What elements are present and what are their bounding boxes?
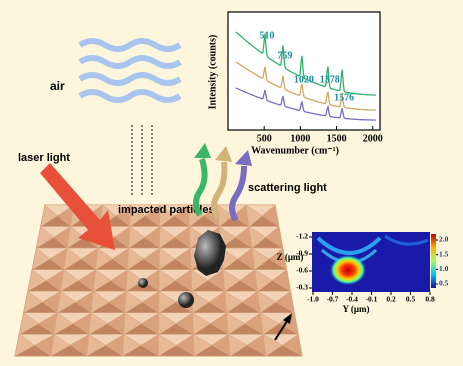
y-tick-label: -0.6: [296, 266, 308, 275]
colorbar-label: 2.0: [439, 235, 449, 244]
scattering-label: scattering light: [248, 182, 327, 194]
spectrum-x-label: Wavenumber (cm⁻¹): [251, 145, 339, 156]
peak-label: 1576: [334, 92, 354, 103]
x-tick-label: 0.2: [386, 295, 396, 304]
x-tick-label: 2000: [363, 133, 383, 144]
y-tick-label: -1.2: [296, 232, 308, 241]
colorbar-label: 1.5: [439, 249, 449, 258]
medium-particle: [178, 292, 194, 308]
peak-label: 1020: [294, 74, 314, 85]
x-tick-label: 500: [257, 133, 272, 144]
x-tick-label: -0.4: [346, 295, 358, 304]
x-tick-label: 1500: [327, 133, 347, 144]
x-tick-label: 1000: [290, 133, 310, 144]
spectrum-y-label: Intensity (counts): [207, 35, 218, 110]
y-tick-label: -0.3: [296, 283, 308, 292]
air-label: air: [50, 79, 65, 93]
x-tick-label: 0.5: [406, 295, 416, 304]
small-particle: [138, 278, 148, 288]
peak-label: 759: [277, 50, 292, 61]
laser-label: laser light: [18, 152, 70, 164]
colorbar-label: 1.0: [439, 264, 449, 273]
field-y-label: Y (μm): [342, 304, 369, 314]
x-tick-label: -1.0: [307, 295, 319, 304]
peak-label: 1378: [320, 74, 340, 85]
graphical-abstract: air laser light impacted particles scatt…: [0, 0, 463, 366]
x-tick-label: -0.1: [366, 295, 378, 304]
substrate-grid: [15, 205, 302, 356]
peak-label: 510: [259, 30, 274, 41]
colorbar-label: 0.5: [439, 279, 449, 288]
field-z-label: Z (μm): [277, 252, 304, 262]
x-tick-label: -0.7: [327, 295, 339, 304]
x-tick-label: 0.8: [425, 295, 435, 304]
